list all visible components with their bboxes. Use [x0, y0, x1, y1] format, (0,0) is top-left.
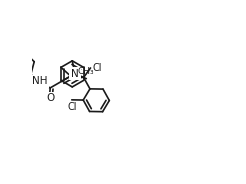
Text: Cl: Cl	[93, 63, 102, 73]
Text: Cl: Cl	[67, 102, 77, 112]
Text: N: N	[71, 69, 79, 79]
Text: CH₃: CH₃	[78, 68, 95, 77]
Text: O: O	[46, 93, 55, 103]
Text: NH: NH	[32, 76, 47, 86]
